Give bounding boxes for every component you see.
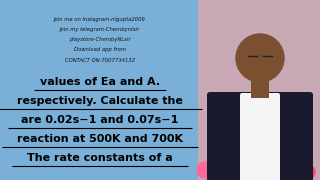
Circle shape	[211, 167, 225, 180]
Text: playstore-ChembyNLsir: playstore-ChembyNLsir	[69, 37, 131, 42]
Text: Join my telegram-Chembynlsir: Join my telegram-Chembynlsir	[60, 28, 140, 33]
Text: Join me on Instagram-nlgupta2009: Join me on Instagram-nlgupta2009	[54, 17, 146, 22]
Circle shape	[197, 162, 213, 178]
Text: The rate constants of a: The rate constants of a	[27, 153, 173, 163]
FancyBboxPatch shape	[207, 92, 313, 180]
Text: values of Ea and A.: values of Ea and A.	[40, 77, 160, 87]
Circle shape	[301, 165, 315, 179]
FancyBboxPatch shape	[240, 93, 280, 180]
Circle shape	[254, 159, 270, 175]
Bar	[251, 78, 269, 98]
Circle shape	[283, 156, 301, 174]
Circle shape	[272, 164, 284, 176]
Text: CONTACT ON-7007734132: CONTACT ON-7007734132	[65, 57, 135, 62]
Text: reaction at 500K and 700K: reaction at 500K and 700K	[17, 134, 183, 144]
Circle shape	[241, 165, 255, 179]
Circle shape	[236, 34, 284, 82]
Text: are 0.02s−1 and 0.07s−1: are 0.02s−1 and 0.07s−1	[21, 115, 179, 125]
Circle shape	[223, 159, 241, 177]
Text: Download app from: Download app from	[74, 48, 126, 53]
Text: respectively. Calculate the: respectively. Calculate the	[17, 96, 183, 106]
Bar	[198, 0, 320, 180]
